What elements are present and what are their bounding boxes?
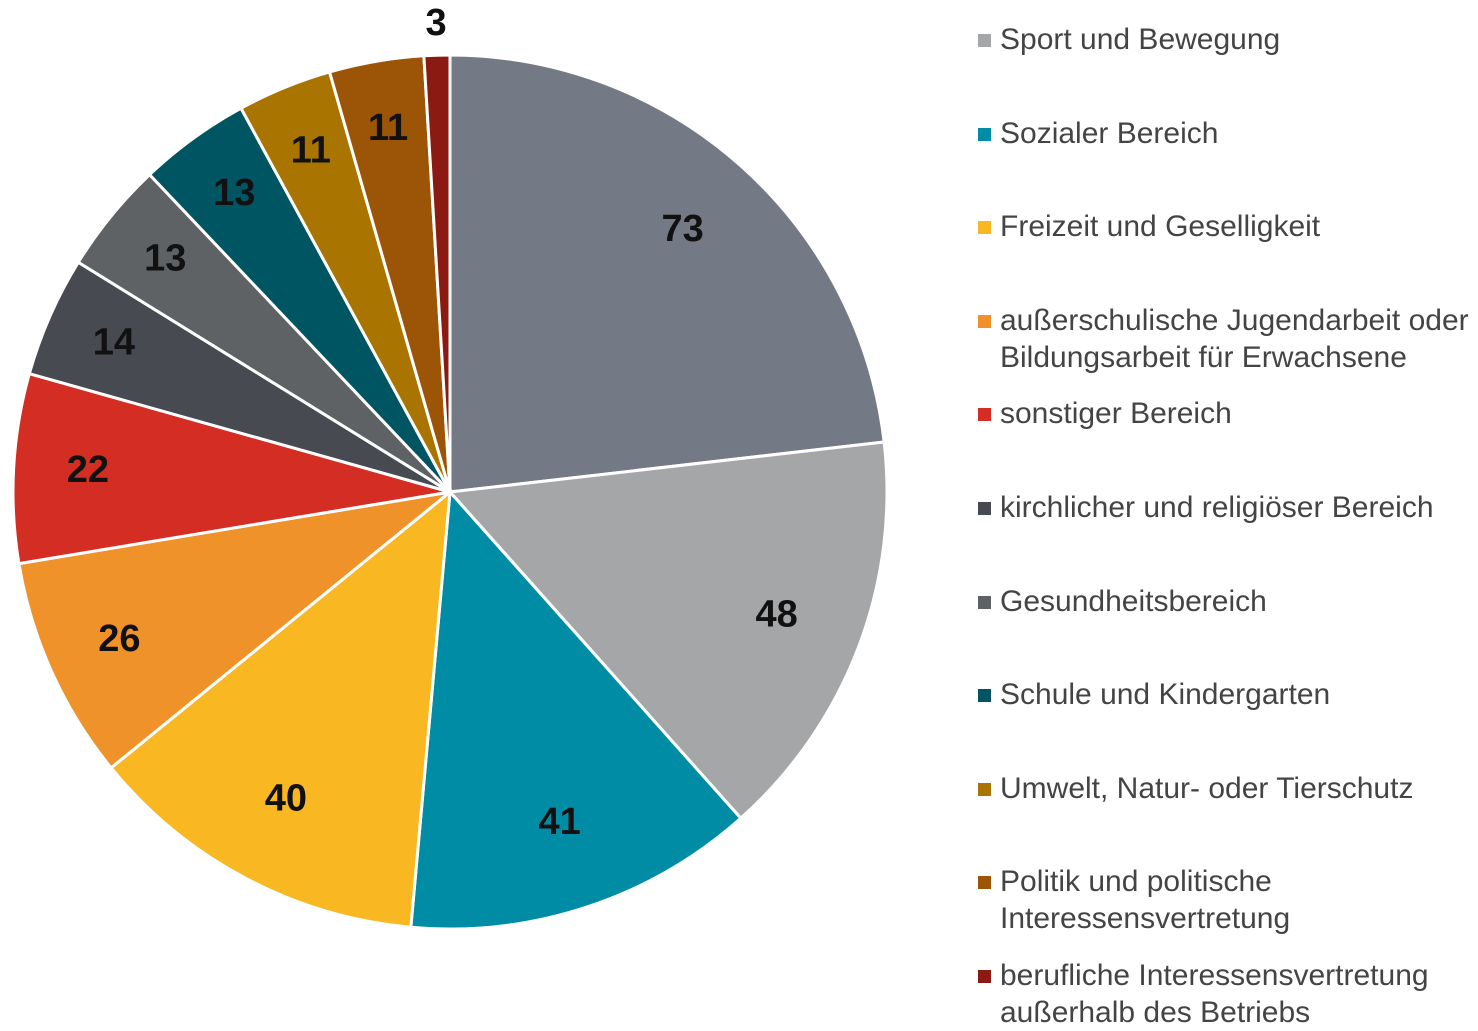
pie-slice <box>422 53 452 493</box>
value-label: 48 <box>756 594 798 636</box>
legend-swatch <box>978 314 991 328</box>
value-label: 26 <box>98 618 140 660</box>
legend-swatch <box>978 502 991 515</box>
value-label: 14 <box>93 321 135 363</box>
legend-entry: Schule und Kindergarten <box>978 676 1473 713</box>
legend-label: außerschulische Jugendarbeit oder Bildun… <box>1000 303 1469 374</box>
legend-entry: sonstiger Bereich <box>978 395 1473 432</box>
legend-entry: kirchlicher und religiöser Bereich <box>978 489 1473 526</box>
legend-label: Sozialer Bereich <box>1000 116 1219 150</box>
value-label: 11 <box>368 107 408 149</box>
legend-swatch <box>978 876 991 890</box>
legend-entry: Politik und politische Interessensvertre… <box>978 863 1473 937</box>
legend-entry: Sozialer Bereich <box>978 115 1473 152</box>
legend-entry: außerschulische Jugendarbeit oder Bildun… <box>978 302 1473 376</box>
legend-label: Umwelt, Natur- oder Tierschutz <box>1000 771 1414 805</box>
pie-slice <box>11 371 451 566</box>
value-label: 13 <box>213 172 255 214</box>
pie-slice <box>17 489 456 770</box>
pie-slice <box>409 488 743 931</box>
legend-label: Politik und politische Interessensvertre… <box>1000 865 1291 936</box>
value-label: 40 <box>265 778 307 820</box>
legend-swatch <box>978 970 991 983</box>
legend-label: Gesundheitsbereich <box>1000 584 1267 618</box>
legend-label: Freizeit und Geselligkeit <box>1000 210 1321 244</box>
legend-swatch <box>978 408 991 422</box>
pie-slice <box>446 440 889 821</box>
value-label: 11 <box>291 129 331 171</box>
legend-swatch <box>978 34 991 47</box>
value-label: 41 <box>539 801 581 843</box>
legend-entry: Freizeit und Geselligkeit <box>978 208 1473 245</box>
legend-label: sonstiger Bereich <box>1000 397 1232 431</box>
value-label: 22 <box>67 449 109 491</box>
legend-swatch <box>978 221 991 235</box>
legend-swatch <box>978 782 991 796</box>
pie-slice <box>108 488 452 929</box>
pie-slice <box>448 53 886 494</box>
value-label: 73 <box>661 208 703 250</box>
legend-entry: Sport und Bewegung <box>978 21 1473 58</box>
value-label: 13 <box>144 237 186 279</box>
legend-swatch <box>978 595 991 609</box>
legend-swatch <box>978 689 991 703</box>
legend-label: berufliche Interessensvertretung außerha… <box>1000 959 1429 1029</box>
legend-entry: berufliche Interessensvertretung außerha… <box>978 957 1473 1031</box>
legend-swatch <box>978 127 991 141</box>
legend-entry: Gesundheitsbereich <box>978 583 1473 620</box>
legend-label: Schule und Kindergarten <box>1000 678 1331 712</box>
value-label: 3 <box>425 2 446 44</box>
legend-entry: Umwelt, Natur- oder Tierschutz <box>978 770 1473 807</box>
legend-label: kirchlicher und religiöser Bereich <box>1000 491 1434 524</box>
legend-label: Sport und Bewegung <box>1000 23 1281 56</box>
